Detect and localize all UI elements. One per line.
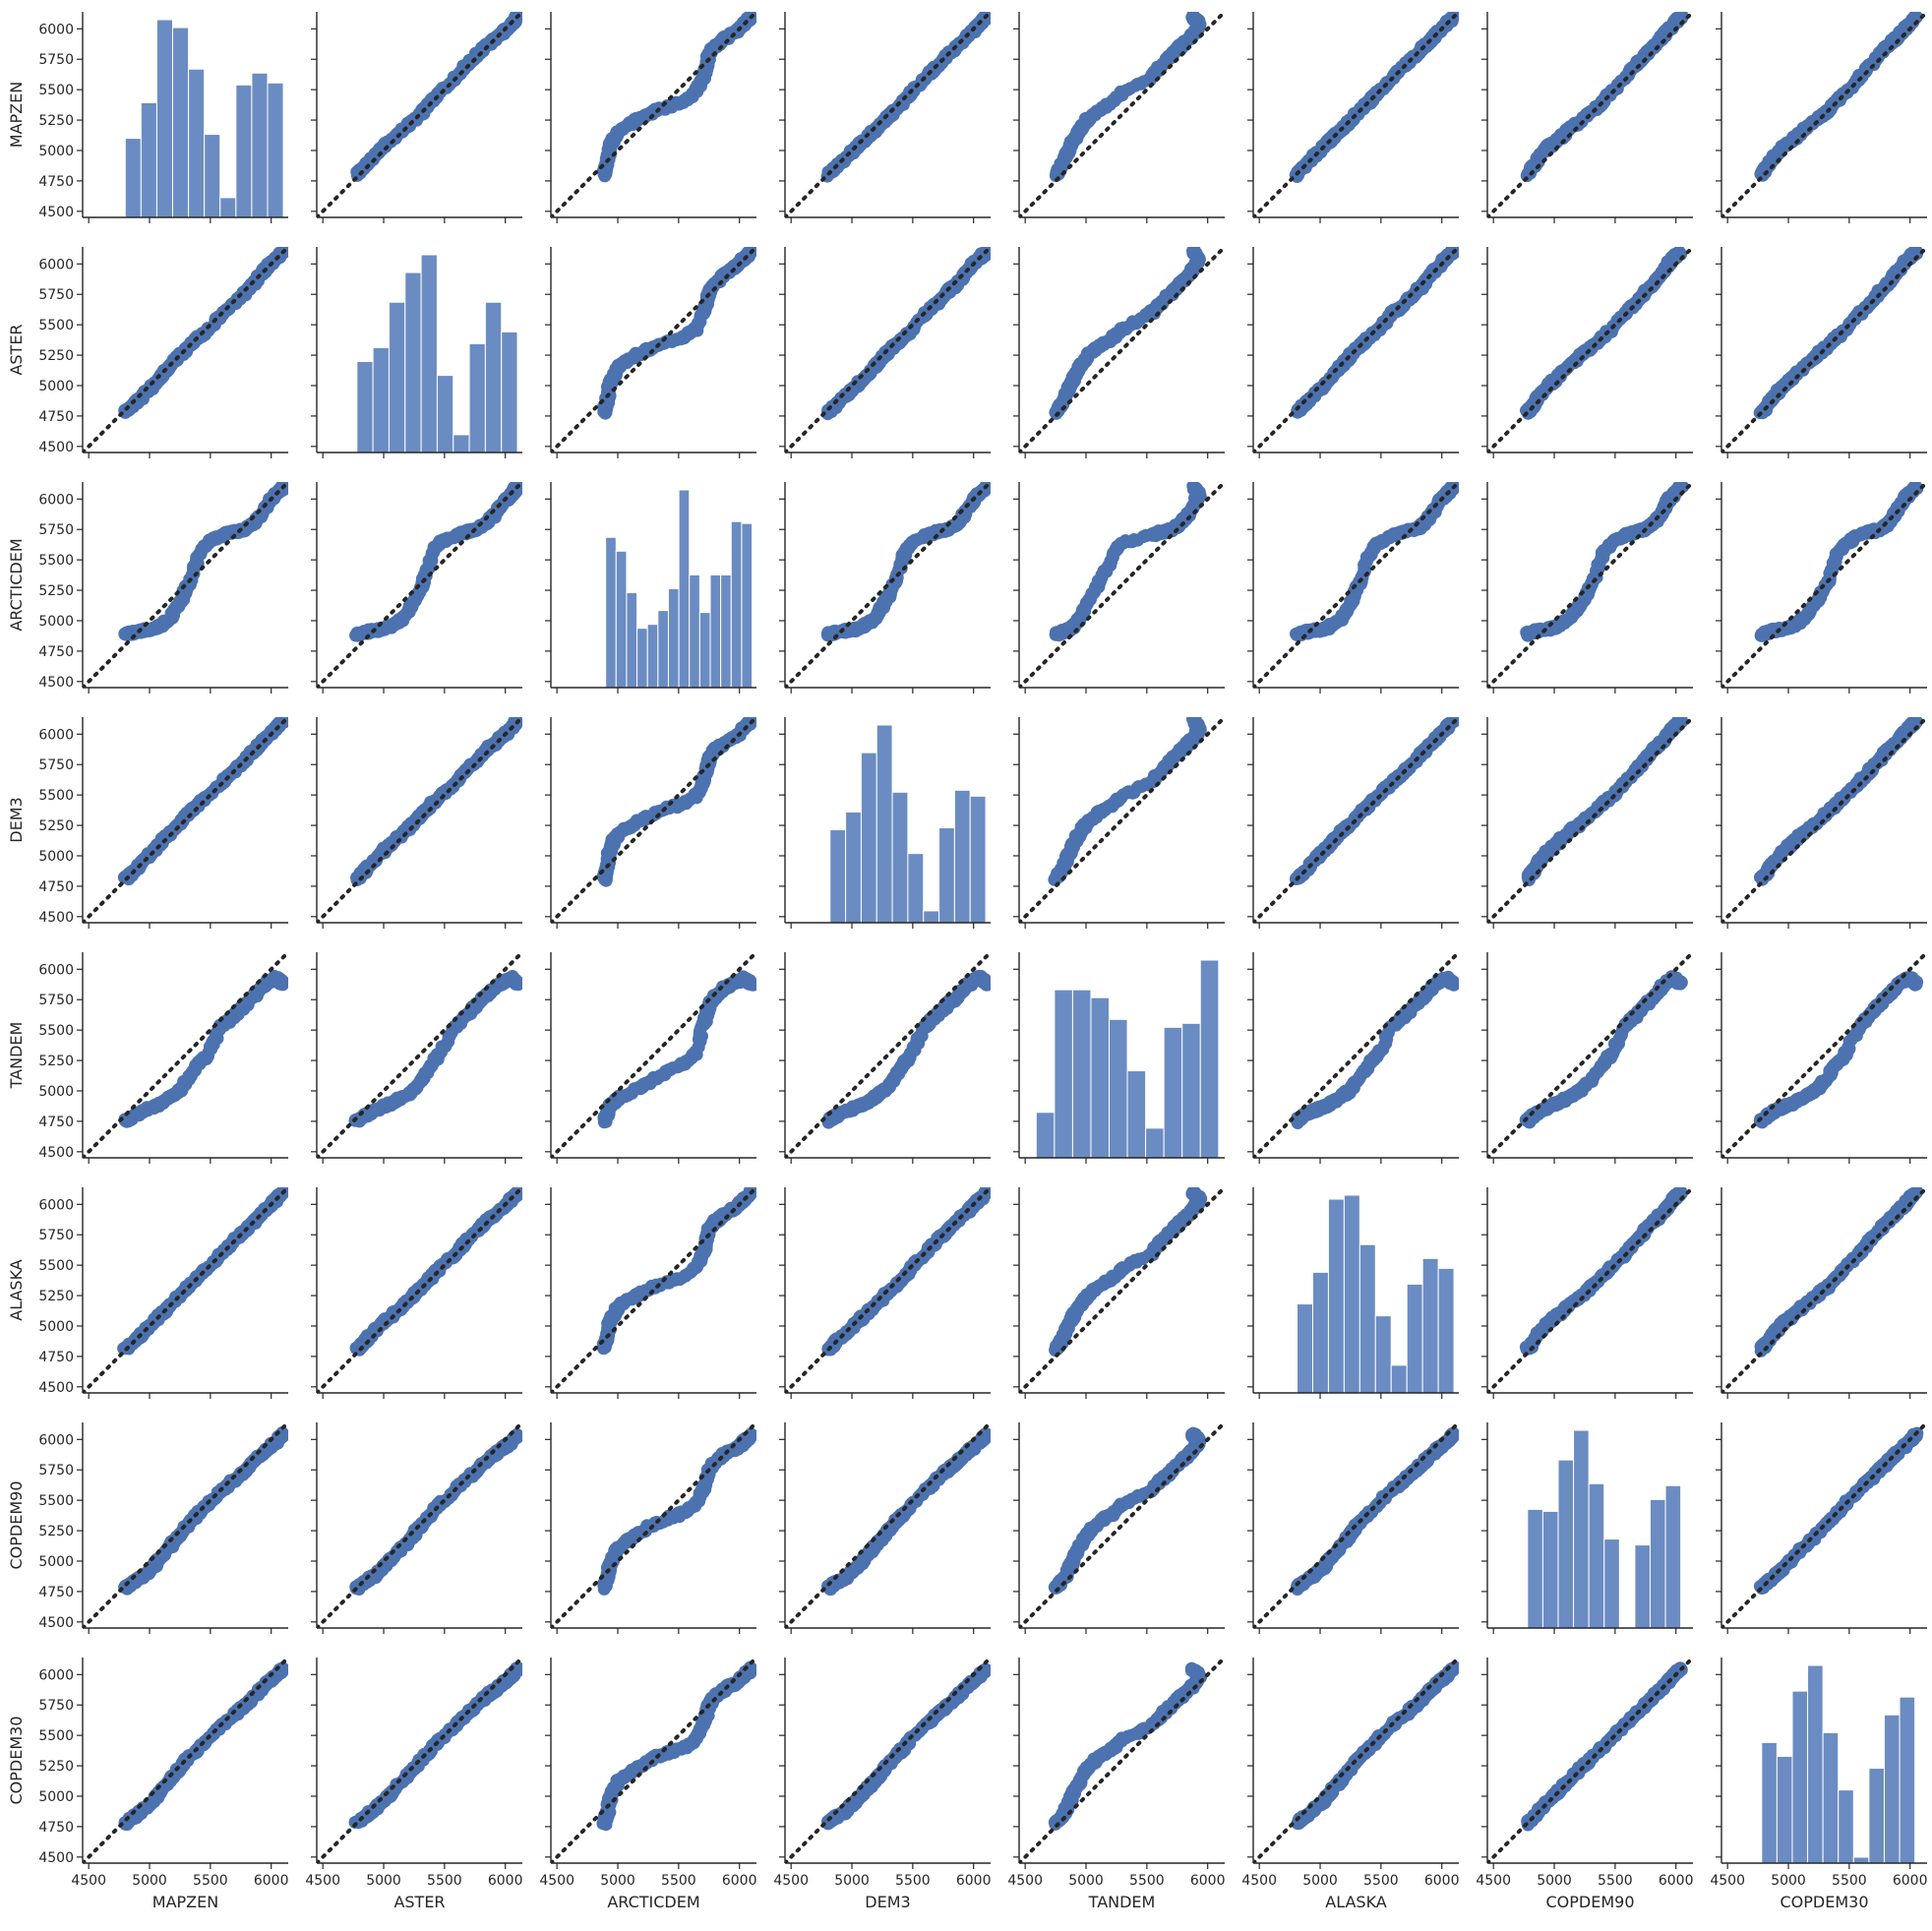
panel-arcticdem-vs-dem3 <box>779 482 991 694</box>
histogram-bar <box>730 520 743 688</box>
histogram-bar <box>626 592 638 688</box>
histogram-bar <box>124 138 142 217</box>
histogram-bar <box>204 134 221 217</box>
identity-line <box>1487 12 1693 217</box>
y-tick-label: 4750 <box>38 644 74 660</box>
identity-line <box>317 12 522 217</box>
panel-mapzen-vs-arcticdem <box>545 12 756 223</box>
y-tick-label: 4500 <box>38 205 74 220</box>
histogram-bar <box>388 301 406 453</box>
histogram-bar <box>436 375 454 453</box>
y-tick-label: 5500 <box>38 83 74 98</box>
panel-mapzen-vs-aster <box>311 12 522 223</box>
histogram-bar <box>404 272 422 453</box>
identity-line <box>83 247 288 453</box>
histogram-bar <box>468 342 486 453</box>
histogram-bar <box>646 624 659 688</box>
histogram-bar <box>219 197 237 217</box>
histogram-bar <box>698 612 711 688</box>
y-tick-label: 6000 <box>38 22 74 37</box>
scatter-point <box>1907 247 1921 257</box>
histogram-bar <box>251 72 269 217</box>
panel-mapzen-vs-mapzen: 4500 4750 5000 5250 5500 5750 6000 <box>38 12 288 223</box>
y-tick-label: 4500 <box>38 675 74 691</box>
identity-line <box>551 12 756 217</box>
histogram-bar <box>155 19 174 217</box>
histogram-bar <box>453 434 470 453</box>
y-tick-label: 4500 <box>38 440 74 455</box>
scatter-point <box>1187 247 1201 257</box>
scatter-point <box>1909 12 1923 24</box>
panel-mapzen-vs-alaska <box>1247 12 1459 223</box>
panel-mapzen-vs-tandem <box>1013 12 1225 223</box>
panel-mapzen-vs-copdem90 <box>1481 12 1693 223</box>
panel-aster-vs-tandem <box>1013 247 1225 458</box>
identity-line <box>785 12 991 217</box>
histogram-bar <box>720 573 732 688</box>
histogram-bar <box>741 522 754 688</box>
y-tick-label: 5750 <box>38 287 74 303</box>
identity-line <box>83 482 288 688</box>
identity-line <box>1253 247 1459 453</box>
y-tick-label: 5500 <box>38 553 74 569</box>
identity-line <box>785 482 991 688</box>
histogram-bar <box>420 254 438 453</box>
panel-mapzen-vs-copdem30 <box>1716 12 1927 223</box>
panel-arcticdem-vs-aster <box>311 482 522 694</box>
identity-line <box>1019 247 1225 453</box>
scatter-point <box>1186 12 1200 22</box>
identity-line <box>785 247 991 453</box>
identity-line <box>1721 12 1927 217</box>
panel-aster-vs-dem3 <box>779 247 991 458</box>
histogram-bar <box>372 346 390 453</box>
histogram-bar <box>667 588 680 688</box>
scatter-point <box>1675 12 1689 23</box>
histogram-bar <box>657 610 669 688</box>
panel-arcticdem-vs-arcticdem <box>545 482 756 694</box>
y-tick-label: 5000 <box>38 379 74 394</box>
y-tick-label: 4750 <box>38 174 74 190</box>
histogram-bar <box>172 27 190 217</box>
y-tick-label: 5750 <box>38 522 74 538</box>
panel-aster-vs-copdem30 <box>1716 247 1927 458</box>
histogram-bar <box>636 628 648 688</box>
panel-mapzen-vs-dem3 <box>779 12 991 223</box>
histogram-bar <box>678 489 691 688</box>
histogram-bar <box>484 301 503 453</box>
identity-line <box>1253 12 1459 217</box>
y-tick-label: 5250 <box>38 113 74 129</box>
y-tick-label: 5000 <box>38 144 74 159</box>
panel-arcticdem-vs-mapzen: 4500 4750 5000 5250 5500 5750 6000 <box>38 482 288 694</box>
identity-line <box>1721 247 1927 453</box>
histogram-bar <box>615 550 628 688</box>
identity-line <box>1019 12 1225 217</box>
y-tick-label: 5250 <box>38 348 74 364</box>
y-tick-label: 4750 <box>38 409 74 425</box>
identity-line <box>1487 247 1693 453</box>
panel-aster-vs-arcticdem <box>545 247 756 458</box>
y-tick-label: 6000 <box>38 257 74 272</box>
histogram-bar <box>605 536 617 688</box>
y-tick-label: 5000 <box>38 614 74 630</box>
panel-aster-vs-copdem90 <box>1481 247 1693 458</box>
y-tick-label: 6000 <box>38 492 74 508</box>
panel-aster-vs-aster <box>311 247 522 458</box>
identity-line <box>317 482 522 688</box>
y-tick-label: 5750 <box>38 52 74 68</box>
y-tick-label: 5250 <box>38 583 74 599</box>
y-tick-label: 5500 <box>38 318 74 333</box>
histogram-bar <box>689 573 700 688</box>
histogram-bar <box>709 573 722 688</box>
identity-line <box>551 247 756 453</box>
histogram-bar <box>501 331 518 453</box>
histogram-bar <box>140 101 157 217</box>
histogram-bar <box>235 84 253 217</box>
histogram-bar <box>267 82 284 217</box>
histogram-bar <box>188 68 206 217</box>
panel-aster-vs-mapzen: 4500 4750 5000 5250 5500 5750 6000 <box>38 247 288 458</box>
panel-arcticdem-vs-tandem <box>1013 482 1225 694</box>
histogram-bar <box>356 361 374 453</box>
panel-aster-vs-alaska <box>1247 247 1459 458</box>
